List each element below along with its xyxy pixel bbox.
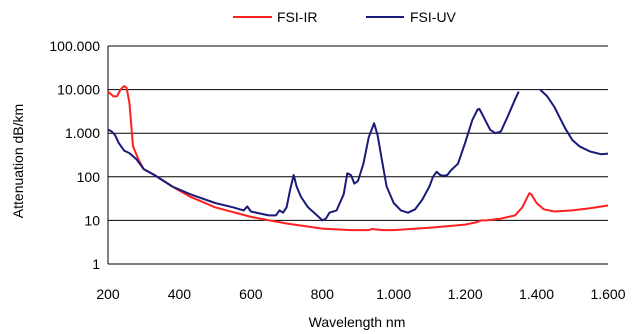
x-tick-label: 1.200 bbox=[448, 286, 483, 302]
x-tick-label: 600 bbox=[239, 286, 263, 302]
legend: FSI-IR FSI-UV bbox=[233, 9, 457, 25]
y-tick-label: 10.000 bbox=[57, 82, 100, 98]
series-line-fsi-ir bbox=[107, 85, 609, 232]
series-line-fsi-uv bbox=[107, 91, 520, 222]
series-lines bbox=[107, 85, 609, 232]
series-line-fsi-uv-segment-2 bbox=[539, 88, 609, 156]
plot-area bbox=[108, 46, 608, 264]
x-tick-label: 1.600 bbox=[590, 286, 625, 302]
x-tick-label: 1.000 bbox=[376, 286, 411, 302]
y-tick-labels: 1 10 100 1.000 10.000 100.000 bbox=[49, 38, 100, 272]
y-tick-label: 100 bbox=[77, 169, 101, 185]
legend-label-fsi-ir: FSI-IR bbox=[277, 9, 317, 25]
y-axis-title: Attenuation dB/km bbox=[10, 104, 26, 218]
y-tick-label: 1 bbox=[92, 256, 100, 272]
x-tick-label: 1.400 bbox=[519, 286, 554, 302]
x-tick-label: 800 bbox=[311, 286, 335, 302]
x-tick-label: 400 bbox=[168, 286, 192, 302]
x-tick-labels: 200 400 600 800 1.000 1.200 1.400 1.600 bbox=[96, 286, 625, 302]
legend-label-fsi-uv: FSI-UV bbox=[410, 9, 457, 25]
y-tick-label: 1.000 bbox=[65, 125, 100, 141]
gridlines bbox=[108, 45, 608, 221]
y-tick-label: 10 bbox=[84, 212, 100, 228]
y-tick-label: 100.000 bbox=[49, 38, 100, 54]
x-axis-title: Wavelength nm bbox=[309, 314, 406, 330]
x-tick-label: 200 bbox=[96, 286, 120, 302]
